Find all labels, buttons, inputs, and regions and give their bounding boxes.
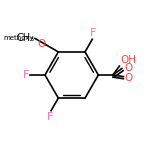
Text: F: F [47,112,53,122]
Text: methoxy: methoxy [4,35,34,41]
Text: F: F [90,28,96,38]
Text: O: O [124,73,132,83]
Text: F: F [23,70,29,80]
Text: O: O [124,63,132,73]
Text: CH₃: CH₃ [16,33,34,43]
Text: OH: OH [120,55,136,65]
Text: O: O [37,39,45,49]
